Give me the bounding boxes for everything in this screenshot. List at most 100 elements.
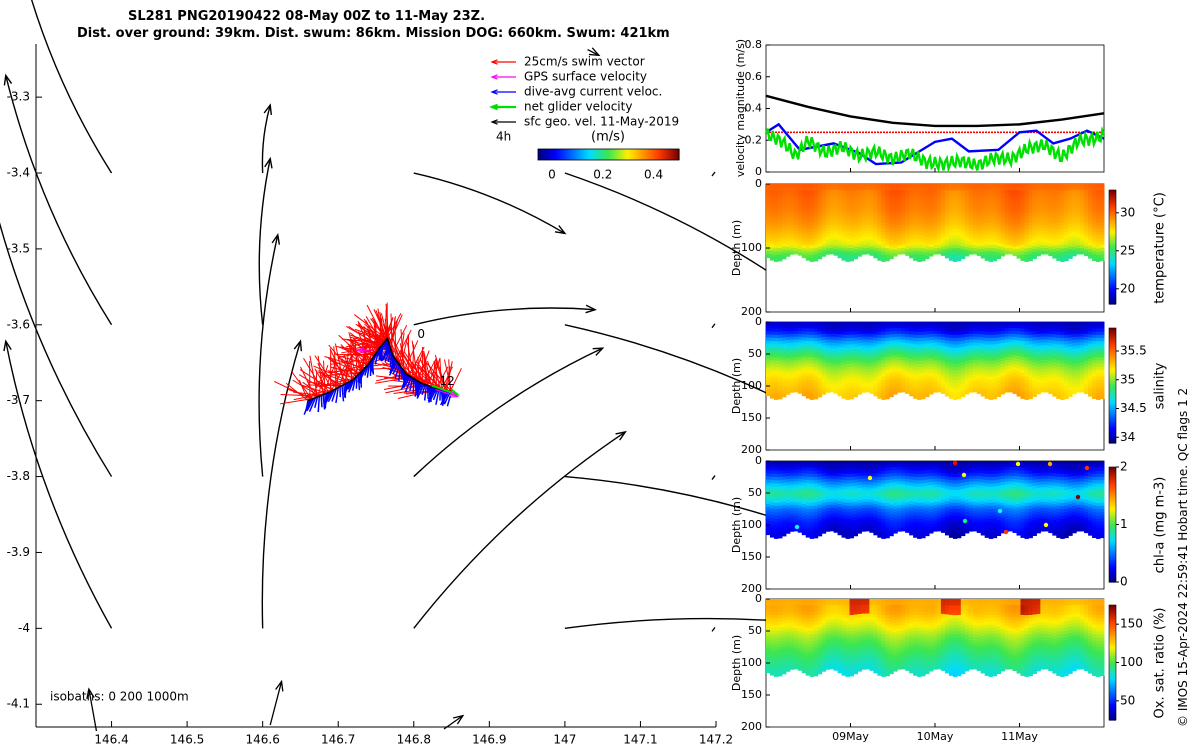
oxygen-y-tick-label: 150 xyxy=(741,688,762,701)
date-tick-label: 10May xyxy=(917,730,954,743)
velocity-y-tick-label: 0 xyxy=(755,165,762,178)
oxygen-colorbar-tick-label: 150 xyxy=(1120,617,1143,631)
sfc-vector-6 xyxy=(413,304,597,326)
chla-field xyxy=(766,461,1105,539)
salinity-y-label: Depth (m) xyxy=(730,358,743,414)
sfc-vector-edge xyxy=(711,171,716,177)
map-x-tick-label: 147.1 xyxy=(623,733,657,747)
salinity-y-tick-label: 100 xyxy=(741,379,762,392)
sfc-vector-4 xyxy=(3,73,113,326)
temperature-y-tick-label: 200 xyxy=(741,305,762,318)
map-y-tick-label: -3.8 xyxy=(7,469,30,483)
temperature-y-tick-label: 0 xyxy=(755,177,762,190)
salinity-colorbar-tick-label: 34.5 xyxy=(1120,401,1147,415)
map-x-tick-label: 146.6 xyxy=(245,733,279,747)
map-colorbar-tick-label: 0.4 xyxy=(644,168,663,182)
velocity-series-0 xyxy=(765,94,1105,128)
map-colorbar xyxy=(537,148,680,161)
sfc-vector-0 xyxy=(30,0,113,174)
chla-colorbar-label: chl-a (mg m-3) xyxy=(1153,477,1168,574)
sfc-vector-14 xyxy=(413,430,627,629)
oxygen-y-tick-label: 0 xyxy=(755,592,762,605)
oxygen-colorbar-label: Ox. sat. ratio (%) xyxy=(1153,608,1168,719)
sfc-vector-edge xyxy=(443,714,465,730)
salinity-colorbar-label: salinity xyxy=(1153,362,1168,409)
sfc-vector-edge xyxy=(269,679,284,726)
oxygen-colorbar-tick-label: 100 xyxy=(1120,655,1143,669)
oxygen-colorbar-tick-label: 50 xyxy=(1120,693,1135,707)
legend-arrow-2 xyxy=(490,89,516,95)
current-vectors xyxy=(303,338,453,415)
map-y-tick-label: -3.6 xyxy=(7,317,30,331)
track-label-start: 0 xyxy=(417,327,425,341)
chla-y-tick-label: 50 xyxy=(748,486,762,499)
legend-arrow-1 xyxy=(490,74,516,80)
legend-arrow-0 xyxy=(490,59,516,65)
salinity-colorbar-tick-label: 35 xyxy=(1120,372,1135,386)
temperature-y-tick-label: 100 xyxy=(741,241,762,254)
map-x-tick-label: 147 xyxy=(553,733,576,747)
map-x-tick-label: 146.4 xyxy=(94,733,128,747)
sfc-vector-edge xyxy=(711,626,716,632)
salinity-colorbar xyxy=(1108,327,1117,444)
temperature-colorbar-tick-label: 30 xyxy=(1120,205,1135,219)
temperature-colorbar xyxy=(1108,189,1117,305)
map-x-tick-label: 147.2 xyxy=(699,733,733,747)
map-y-tick-label: -3.9 xyxy=(7,545,30,559)
map-x-tick-label: 146.7 xyxy=(321,733,355,747)
chart-title-line2: Dist. over ground: 39km. Dist. swum: 86k… xyxy=(77,26,670,41)
sfc-vector-9 xyxy=(258,232,281,477)
velocity-y-label: velocity magnitude (m/s) xyxy=(734,39,747,177)
chla-y-tick-label: 150 xyxy=(741,550,762,563)
date-tick-label: 11May xyxy=(1001,730,1038,743)
salinity-y-tick-label: 0 xyxy=(755,315,762,328)
velocity-y-tick-label: 0.8 xyxy=(745,38,763,51)
temperature-colorbar-label: temperature (°C) xyxy=(1153,192,1168,304)
map-y-tick-label: -4.1 xyxy=(7,697,30,711)
legend-label-1: GPS surface velocity xyxy=(524,70,647,84)
legend-arrow-3 xyxy=(489,103,516,111)
legend-time-label: 4h xyxy=(496,130,511,144)
oxygen-y-tick-label: 200 xyxy=(741,720,762,733)
sfc-vector-2 xyxy=(413,172,567,235)
sfc-vector-8 xyxy=(0,222,113,477)
velocity-y-tick-label: 0.4 xyxy=(745,102,763,115)
salinity-y-tick-label: 150 xyxy=(741,411,762,424)
map-colorbar-label: (m/s) xyxy=(591,130,625,145)
velocity-y-tick-label: 0.6 xyxy=(745,70,763,83)
gps-surface-vector xyxy=(435,388,460,398)
map-y-tick-label: -3.5 xyxy=(7,241,30,255)
chla-colorbar-tick-label: 2 xyxy=(1120,460,1128,474)
sfc-vector-12 xyxy=(3,339,113,629)
chla-colorbar xyxy=(1108,466,1117,583)
oxygen-colorbar xyxy=(1108,604,1117,721)
salinity-colorbar-tick-label: 34 xyxy=(1120,430,1135,444)
salinity-colorbar-tick-label: 35.5 xyxy=(1120,344,1147,358)
salinity-y-tick-label: 50 xyxy=(748,347,762,360)
map-x-tick-label: 146.5 xyxy=(170,733,204,747)
sfc-vector-5 xyxy=(258,156,273,325)
chla-y-tick-label: 100 xyxy=(741,518,762,531)
chla-y-tick-label: 0 xyxy=(755,454,762,467)
date-tick-label: 09May xyxy=(832,730,869,743)
chla-colorbar-tick-label: 0 xyxy=(1120,575,1128,589)
salinity-y-tick-label: 200 xyxy=(741,443,762,456)
chla-colorbar-tick-label: 1 xyxy=(1120,517,1128,531)
sfc-vector-edge xyxy=(587,47,601,57)
sfc-vector-edge xyxy=(711,323,716,329)
gps-surface-vector xyxy=(356,347,376,354)
chla-outliers xyxy=(794,460,1090,535)
chart-title-line1: SL281 PNG20190422 08-May 00Z to 11-May 2… xyxy=(128,9,486,24)
sfc-vector-1 xyxy=(261,103,273,174)
glider-track xyxy=(307,336,452,402)
temperature-colorbar-tick-label: 20 xyxy=(1120,281,1135,295)
map-y-tick-label: -3.4 xyxy=(7,166,30,180)
map-colorbar-tick-label: 0.2 xyxy=(593,168,612,182)
legend-label-3: net glider velocity xyxy=(524,100,632,114)
velocity-series-3 xyxy=(764,125,1106,173)
legend-label-4: sfc geo. vel. 11-May-2019 xyxy=(524,115,679,129)
sfc-vector-edge xyxy=(86,687,98,732)
salinity-field xyxy=(766,322,1105,400)
track-label-end: 12 xyxy=(440,374,455,388)
isobaths-label: isobaths: 0 200 1000m xyxy=(50,690,189,704)
